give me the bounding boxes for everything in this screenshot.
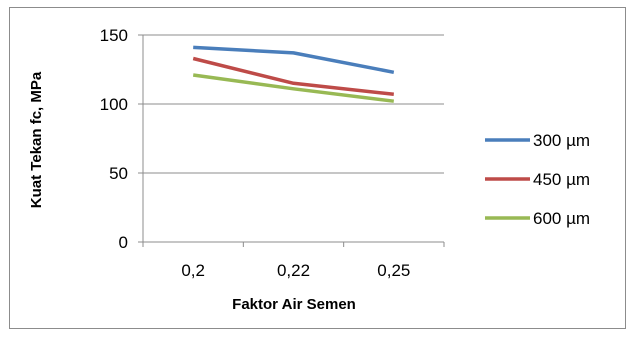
y-tick-label: 150 <box>100 26 128 45</box>
y-tick-label: 0 <box>119 233 128 252</box>
x-tick-label: 0,2 <box>181 261 205 280</box>
gridlines <box>143 34 444 174</box>
series-line-3 <box>192 73 395 103</box>
x-tick-label: 0,22 <box>277 261 310 280</box>
x-tick-label: 0,25 <box>377 261 410 280</box>
series-lines <box>192 45 395 103</box>
y-axis-title: Kuat Tekan fc, MPa <box>28 71 45 208</box>
y-tick-labels: 0 50 100 150 <box>100 26 128 252</box>
y-tick-label: 50 <box>109 164 128 183</box>
series-line-1 <box>193 45 395 75</box>
x-axis-title: Faktor Air Semen <box>232 296 356 313</box>
chart-frame <box>9 7 626 329</box>
legend-label-2: 450 µm <box>533 170 590 189</box>
legend-label-3: 600 µm <box>533 209 590 228</box>
legend: 300 µm 450 µm 600 µm <box>485 131 590 228</box>
y-tick-label: 100 <box>100 95 128 114</box>
axes <box>138 34 445 247</box>
legend-label-1: 300 µm <box>533 131 590 150</box>
x-tick-labels: 0,2 0,22 0,25 <box>181 261 410 280</box>
